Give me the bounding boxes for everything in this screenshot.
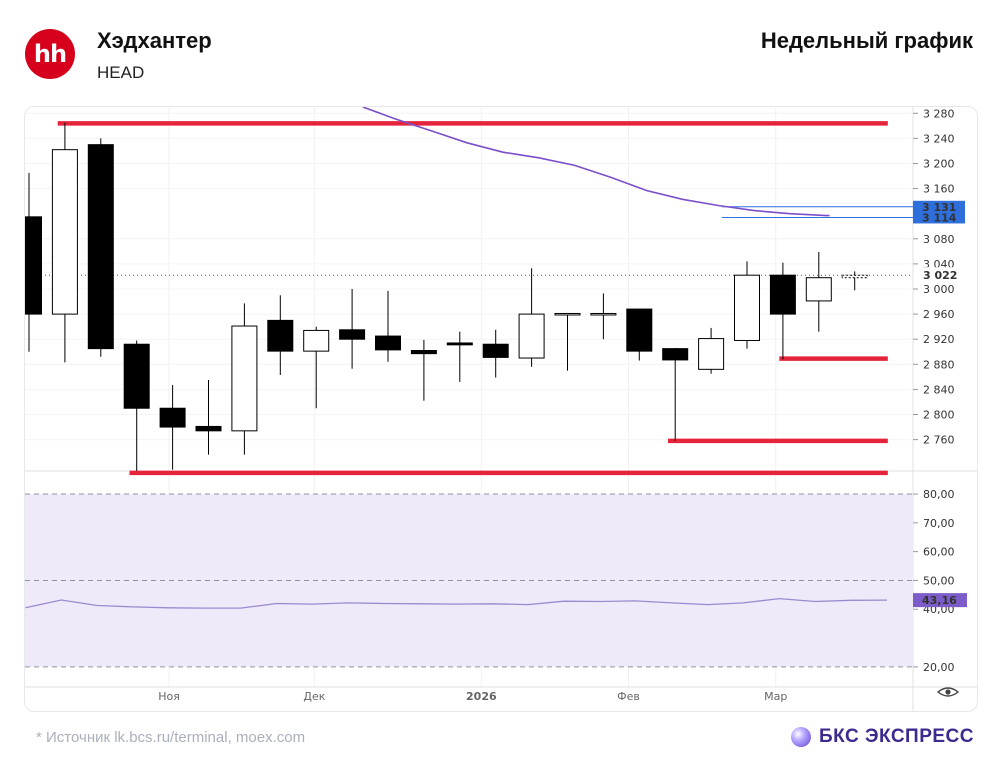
candle-body: [231, 325, 258, 432]
logo-text: hh: [33, 40, 67, 68]
brand-name: БКС ЭКСПРЕСС: [818, 726, 974, 747]
company-name: Хэдхантер: [97, 28, 212, 53]
x-tick-label: 2026: [466, 690, 497, 703]
y-tick-label: 2 920: [923, 333, 955, 346]
ticker-symbol: HEAD: [97, 63, 145, 82]
candle-body: [698, 338, 725, 370]
candle-body: [159, 407, 186, 428]
brand-logo: БКС ЭКСПРЕСС: [790, 726, 974, 748]
price-badge: [913, 200, 965, 213]
x-tick-label: Фев: [617, 690, 640, 703]
moving-average-line: [362, 107, 830, 217]
candle-body: [195, 425, 222, 432]
candle-body: [554, 312, 581, 316]
y-tick-label: 3 200: [923, 157, 955, 170]
rsi-tick-label: 60,00: [923, 546, 955, 559]
candle-body: [303, 329, 330, 352]
x-tick-label: Дек: [303, 690, 325, 703]
last-price-label: 3 022: [923, 269, 957, 282]
y-tick-label: 2 800: [923, 409, 955, 422]
candle-body: [375, 335, 401, 351]
candle-body: [841, 274, 868, 279]
rsi-tick-label: 50,00: [923, 574, 955, 587]
brand-mark-icon: [790, 727, 811, 747]
candle-body: [267, 319, 294, 352]
candle-body: [662, 348, 689, 361]
rsi-layer: [25, 493, 913, 668]
y-tick-label: 3 240: [923, 132, 955, 145]
grid-layer: [25, 107, 977, 711]
x-tick-label: Мар: [764, 690, 787, 703]
rsi-value-badge: [913, 593, 967, 608]
rsi-line: [25, 597, 888, 609]
y-tick-label: 3 160: [923, 183, 955, 196]
price-badge: [913, 211, 965, 224]
rsi-value-label: 43,16: [922, 594, 957, 607]
chart-period-title: Недельный график: [760, 28, 973, 53]
candle-body: [339, 329, 366, 340]
candle-body: [51, 149, 78, 315]
source-note: * Источник lk.bcs.ru/terminal, moex.com: [36, 729, 306, 746]
candle-body: [87, 144, 114, 350]
rsi-tick-label: 80,00: [923, 488, 955, 501]
price-badge-label: 3 114: [922, 211, 957, 224]
chart-panel: 3 280 3 240 3 200 3 160 3 080 3 040 3 000 2 960…: [24, 106, 978, 712]
candle-body: [446, 342, 473, 346]
candle-body: [410, 350, 437, 355]
y-tick-label: 3 280: [923, 107, 955, 120]
y-tick-label: 2 760: [923, 434, 955, 447]
y-tick-label: 3 080: [923, 233, 955, 246]
y-tick-label: 2 840: [923, 383, 955, 396]
candles-layer: [25, 122, 868, 471]
company-logo: hh: [25, 29, 75, 79]
y-tick-label: 2 960: [923, 308, 955, 321]
price-badge-label: 3 131: [922, 201, 956, 214]
moving-average-layer: [362, 107, 830, 217]
candle-body: [482, 343, 509, 358]
candle-body: [25, 216, 42, 315]
candle-body: [734, 274, 760, 341]
eye-icon[interactable]: [936, 687, 960, 697]
rsi-tick-label: 70,00: [923, 517, 955, 530]
candle-body: [518, 313, 545, 359]
candle-body: [805, 277, 832, 302]
x-tick-label: Ноя: [158, 690, 180, 703]
y-tick-label: 3 000: [923, 283, 955, 296]
candle-body: [769, 274, 796, 315]
candle-body: [590, 312, 617, 316]
candle-body: [626, 308, 653, 352]
rsi-tick-label: 20,00: [923, 661, 955, 674]
candle-body: [123, 343, 150, 409]
last-price-badge: [915, 267, 975, 284]
levels-layer: [25, 121, 913, 476]
y-tick-label: 2 880: [923, 358, 955, 371]
